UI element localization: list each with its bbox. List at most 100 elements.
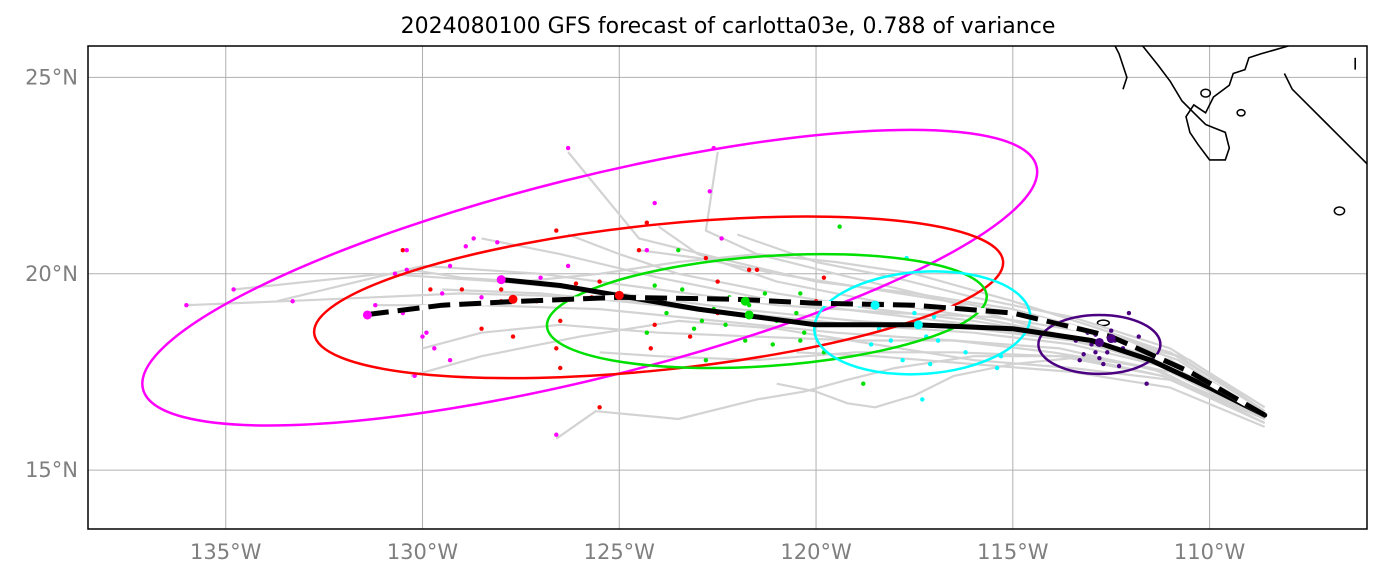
- member-point: [439, 291, 445, 296]
- member-point: [558, 318, 563, 324]
- coastline: [1283, 73, 1367, 165]
- member-point: [994, 365, 1000, 371]
- member-point: [479, 295, 484, 300]
- island-outline: [1333, 206, 1346, 216]
- member-point: [1101, 361, 1106, 367]
- member-point: [719, 236, 724, 241]
- uncertainty-ellipses: [141, 128, 1162, 427]
- member-point: [290, 299, 295, 304]
- member-point: [652, 200, 657, 206]
- member-point: [597, 405, 602, 410]
- member-point: [715, 279, 720, 284]
- member-point: [687, 334, 693, 339]
- member-point: [900, 357, 905, 363]
- island-outline: [1236, 108, 1246, 117]
- member-point: [798, 338, 803, 343]
- member-point: [392, 271, 398, 276]
- member-point: [676, 247, 681, 253]
- member-point: [723, 322, 728, 328]
- cluster-center-dashed: [362, 310, 372, 320]
- x-tick-labels: 135°W 130°W 125°W 120°W 115°W 110°W: [190, 540, 1245, 564]
- member-point: [1097, 355, 1102, 361]
- member-point: [463, 244, 468, 249]
- uncertainty-ellipse: [312, 215, 1005, 380]
- cluster-center-dashed: [1106, 334, 1116, 344]
- member-point: [554, 346, 559, 351]
- ensemble-track: [567, 151, 1266, 417]
- x-tick-label: 125°W: [584, 540, 656, 564]
- mean-track-dashed: [363, 294, 1266, 418]
- member-point: [373, 302, 378, 308]
- cluster-center-solid: [744, 310, 754, 320]
- coastline-layer: [1096, 46, 1367, 327]
- member-point: [1126, 310, 1132, 316]
- member-point: [1093, 350, 1098, 355]
- member-point: [1144, 381, 1149, 386]
- y-tick-label: 25°N: [25, 65, 78, 89]
- member-point: [1077, 357, 1082, 363]
- island-outline: [1096, 319, 1110, 327]
- member-point: [432, 346, 437, 351]
- member-point: [703, 357, 709, 363]
- x-tick-label: 115°W: [977, 540, 1049, 564]
- ensemble-track: [410, 319, 1266, 425]
- uncertainty-ellipse: [1037, 313, 1162, 376]
- member-point: [565, 145, 571, 151]
- coastline: [1142, 46, 1289, 161]
- member-point: [400, 247, 406, 253]
- member-point: [798, 291, 803, 296]
- ensemble-tracks: [186, 151, 1266, 440]
- uncertainty-ellipse: [545, 252, 988, 370]
- cluster-center-dashed: [740, 296, 750, 306]
- member-point: [707, 189, 712, 194]
- member-point: [231, 287, 236, 292]
- cluster-points: [184, 145, 1149, 437]
- chart-title: 2024080100 GFS forecast of carlotta03e, …: [401, 14, 1056, 39]
- member-point: [927, 361, 933, 367]
- member-point: [821, 275, 827, 280]
- ensemble-track: [599, 351, 1266, 421]
- cluster-centers: [362, 275, 1116, 347]
- member-point: [459, 287, 465, 292]
- member-point: [495, 240, 500, 245]
- member-point: [404, 247, 409, 253]
- member-point: [554, 432, 559, 437]
- island-outline: [1200, 88, 1212, 98]
- uncertainty-ellipse: [141, 128, 1039, 427]
- member-point: [424, 330, 429, 335]
- x-tick-label: 130°W: [387, 540, 459, 564]
- mean-tracks: [363, 277, 1268, 418]
- member-point: [652, 322, 657, 328]
- member-point: [754, 267, 760, 273]
- member-point: [597, 279, 602, 284]
- member-point: [888, 338, 894, 343]
- member-point: [703, 255, 709, 261]
- cluster-center-solid: [614, 290, 624, 300]
- member-point: [558, 365, 563, 371]
- x-tick-label: 120°W: [780, 540, 852, 564]
- member-point: [447, 357, 453, 363]
- member-point: [636, 247, 642, 253]
- y-tick-label: 20°N: [25, 262, 78, 286]
- member-point: [644, 330, 650, 335]
- member-point: [743, 338, 748, 343]
- member-point: [1136, 334, 1141, 339]
- member-point: [935, 338, 941, 343]
- member-point: [644, 220, 650, 225]
- member-point: [538, 275, 543, 280]
- member-point: [565, 263, 571, 269]
- member-point: [680, 287, 685, 292]
- member-point: [1109, 328, 1114, 333]
- member-point: [770, 342, 775, 347]
- member-point: [420, 334, 425, 339]
- member-point: [644, 247, 650, 253]
- member-point: [573, 281, 579, 286]
- member-point: [664, 310, 669, 316]
- member-point: [471, 236, 476, 241]
- cluster-center-solid: [496, 275, 506, 285]
- member-point: [428, 287, 433, 292]
- member-point: [861, 381, 866, 386]
- member-point: [404, 267, 409, 273]
- member-point: [912, 310, 917, 316]
- x-tick-label: 110°W: [1174, 540, 1246, 564]
